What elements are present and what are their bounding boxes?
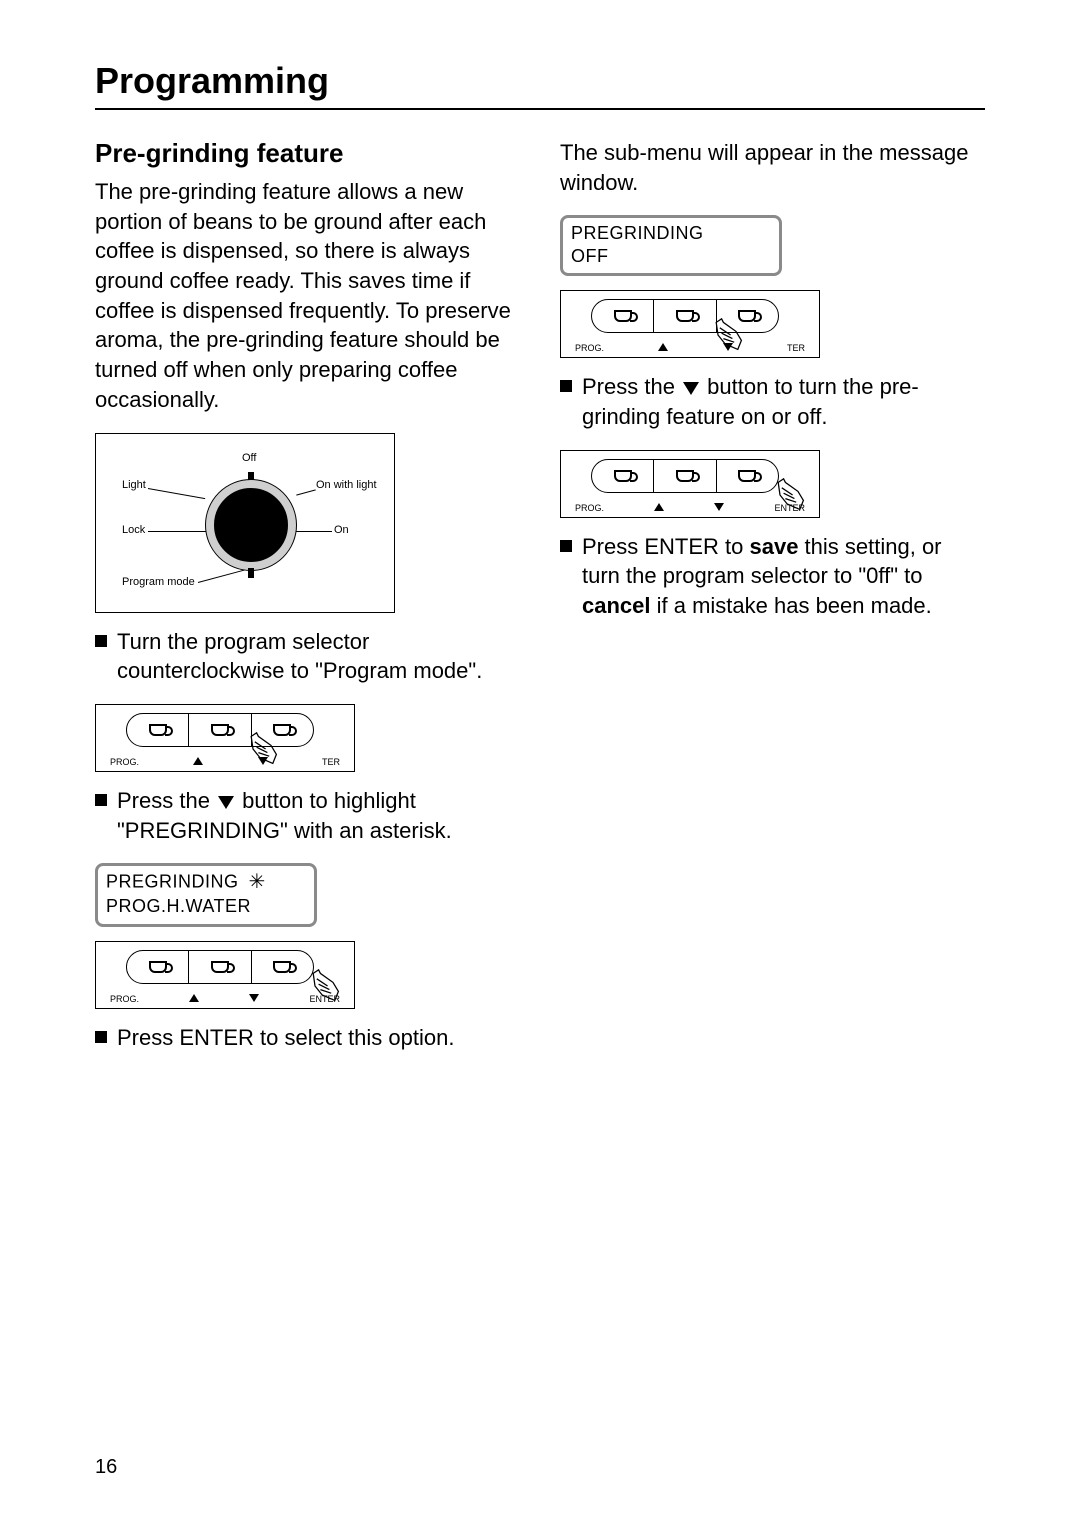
up-arrow-icon bbox=[654, 503, 664, 511]
step-2-text: Press the button to highlight "PREGRINDI… bbox=[117, 786, 520, 845]
step-4: Press the button to turn the pre-grindin… bbox=[560, 372, 985, 431]
control-panel-figure: PROG. ENTER bbox=[560, 450, 820, 518]
dial-line bbox=[198, 569, 247, 583]
panel-label-prog: PROG. bbox=[110, 994, 139, 1004]
step-5: Press ENTER to save this setting, or tur… bbox=[560, 532, 985, 621]
cup-icon bbox=[676, 470, 694, 482]
dial-label-on-with-light: On with light bbox=[316, 479, 377, 491]
bullet-icon bbox=[95, 1031, 107, 1043]
dial-knob-inner bbox=[214, 488, 288, 562]
down-arrow-icon bbox=[218, 796, 234, 809]
cup-icon bbox=[614, 310, 632, 322]
cup-icon bbox=[211, 961, 229, 973]
control-panel-figure: PROG. TER bbox=[560, 290, 820, 358]
panel-label-enter: TER bbox=[787, 343, 805, 353]
step-5-text: Press ENTER to save this setting, or tur… bbox=[582, 532, 985, 621]
panel-label-enter: TER bbox=[322, 757, 340, 767]
lcd-line-2: PROG.H.WATER bbox=[106, 895, 306, 918]
button-strip bbox=[591, 299, 779, 333]
step-3: Press ENTER to select this option. bbox=[95, 1023, 520, 1053]
cup-icon bbox=[676, 310, 694, 322]
panel-label-prog: PROG. bbox=[575, 343, 604, 353]
control-panel-figure: PROG. ENTER bbox=[95, 941, 355, 1009]
step-1: Turn the program selector counterclockwi… bbox=[95, 627, 520, 686]
chapter-title: Programming bbox=[95, 60, 985, 110]
control-panel-figure: PROG. TER bbox=[95, 704, 355, 772]
lcd-display: PREGRINDING✳ PROG.H.WATER bbox=[95, 863, 317, 927]
cup-icon bbox=[614, 470, 632, 482]
button-strip bbox=[591, 459, 779, 493]
step-2: Press the button to highlight "PREGRINDI… bbox=[95, 786, 520, 845]
dial-label-program-mode: Program mode bbox=[122, 576, 195, 588]
lcd-display: PREGRINDING OFF bbox=[560, 215, 782, 276]
cup-icon bbox=[273, 961, 291, 973]
pointing-finger-icon bbox=[244, 731, 280, 767]
lcd-line-1: PREGRINDING bbox=[571, 222, 771, 245]
dial-label-light: Light bbox=[122, 479, 146, 491]
right-column: The sub-menu will appear in the message … bbox=[560, 138, 985, 1070]
dial-label-off: Off bbox=[242, 452, 256, 464]
bullet-icon bbox=[560, 380, 572, 392]
down-arrow-icon bbox=[249, 994, 259, 1002]
cup-icon bbox=[149, 724, 167, 736]
lcd-line-2: OFF bbox=[571, 245, 771, 268]
right-intro: The sub-menu will appear in the message … bbox=[560, 138, 985, 197]
bullet-icon bbox=[95, 635, 107, 647]
dial-notch bbox=[248, 568, 254, 578]
panel-label-prog: PROG. bbox=[110, 757, 139, 767]
panel-label-prog: PROG. bbox=[575, 503, 604, 513]
cup-icon bbox=[738, 470, 756, 482]
pointing-finger-icon bbox=[306, 968, 342, 1004]
step-1-text: Turn the program selector counterclockwi… bbox=[117, 627, 520, 686]
dial-line bbox=[296, 531, 332, 532]
dial-line bbox=[296, 489, 316, 495]
asterisk-icon: ✳ bbox=[239, 871, 266, 893]
dial-line bbox=[148, 488, 205, 499]
bullet-icon bbox=[560, 540, 572, 552]
step-4-text: Press the button to turn the pre-grindin… bbox=[582, 372, 985, 431]
up-arrow-icon bbox=[189, 994, 199, 1002]
button-strip bbox=[126, 713, 314, 747]
dial-line bbox=[148, 531, 206, 532]
section-heading: Pre-grinding feature bbox=[95, 138, 520, 169]
step-3-text: Press ENTER to select this option. bbox=[117, 1023, 520, 1053]
cup-icon bbox=[211, 724, 229, 736]
down-arrow-icon bbox=[714, 503, 724, 511]
pointing-finger-icon bbox=[771, 477, 807, 513]
left-column: Pre-grinding feature The pre-grinding fe… bbox=[95, 138, 520, 1070]
dial-label-lock: Lock bbox=[122, 524, 145, 536]
up-arrow-icon bbox=[193, 757, 203, 765]
page-number: 16 bbox=[95, 1456, 117, 1479]
button-strip bbox=[126, 950, 314, 984]
cup-icon bbox=[149, 961, 167, 973]
program-selector-dial-figure: Off Light On with light Lock On Program … bbox=[95, 433, 395, 613]
intro-paragraph: The pre-grinding feature allows a new po… bbox=[95, 177, 520, 415]
bullet-icon bbox=[95, 794, 107, 806]
lcd-line-1: PREGRINDING bbox=[106, 872, 239, 892]
up-arrow-icon bbox=[658, 343, 668, 351]
pointing-finger-icon bbox=[709, 317, 745, 353]
dial-label-on: On bbox=[334, 524, 349, 536]
down-arrow-icon bbox=[683, 382, 699, 395]
